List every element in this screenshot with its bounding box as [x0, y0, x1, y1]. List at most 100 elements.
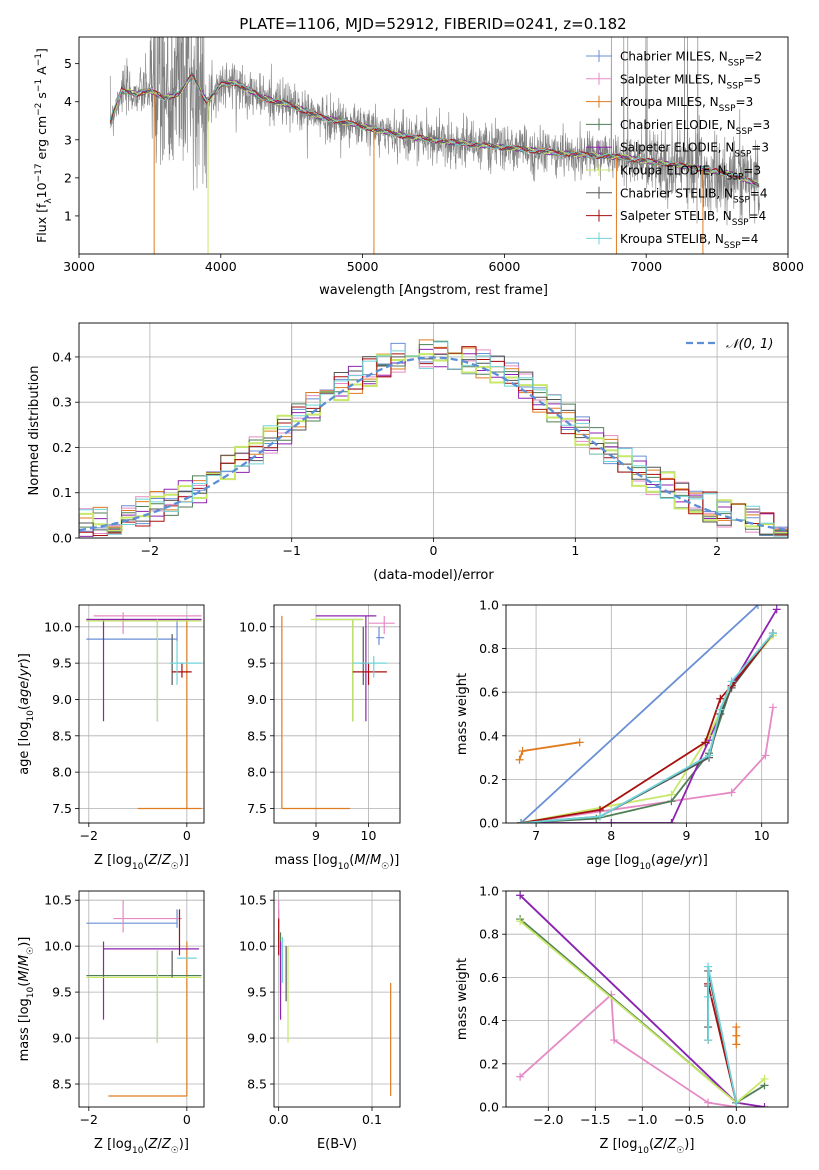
series-marker [716, 694, 725, 703]
series-line [520, 632, 774, 823]
series-lines [515, 605, 781, 823]
series-marker [704, 992, 713, 1001]
label-part: Z [666, 1137, 677, 1152]
mass_vs_z-panel: −2 08.59.09.510.010.5Z [log10(Z/Z☉)]mass … [17, 890, 205, 1156]
y-tick-label: 0.4 [479, 1013, 499, 1028]
series-marker [518, 747, 527, 756]
x-tick-label: 10 [361, 828, 377, 843]
x-tick-label: −2 [80, 828, 98, 843]
errorbar-point [93, 612, 202, 635]
label-part: A [34, 66, 49, 79]
label-part: yr [17, 662, 32, 678]
y-tick-label: 0.8 [479, 927, 499, 942]
errorbar-point [86, 619, 178, 642]
label-part: SSP [736, 127, 753, 137]
series-line [520, 634, 774, 823]
y-tick-label: 10.5 [44, 893, 72, 908]
series [517, 629, 777, 823]
label-part: 10 [637, 1146, 649, 1156]
label-part: )] [684, 1137, 694, 1152]
series [517, 629, 777, 823]
x-axis-label: Z [log10(Z/Z☉)] [600, 1137, 695, 1156]
label-part: 10 [338, 862, 350, 872]
x-tick-label: −2 [80, 1112, 98, 1127]
legend-label: Kroupa ELODIE, NSSP=3 [620, 164, 761, 183]
label-part: ( [651, 853, 656, 868]
residuals-panel: −2 −1 0 1 2 0.0 0.1 0.2 0.3 0.4 (data-model)/error… [27, 322, 789, 583]
series-marker [760, 1103, 769, 1107]
label-part: / [157, 853, 162, 868]
x-tick-label: 7 [532, 828, 540, 843]
y-tick-label: 8.5 [247, 1077, 267, 1092]
x-tick-label: 8000 [772, 259, 804, 274]
x-tick-label: 0 [430, 543, 438, 558]
label-part: )] [17, 937, 32, 947]
errorbar-point [86, 618, 202, 722]
x-tick-label: 0.1 [362, 1112, 382, 1127]
series-line [520, 707, 774, 823]
series [517, 631, 777, 823]
y-tick-label: 10.0 [44, 939, 72, 954]
series-marker [768, 629, 777, 638]
series-line [518, 741, 580, 761]
spectrum-lines [109, 37, 760, 254]
mass_vs_ebv-panel: 0.0 0.1 8.5 9.0 9.5 10.0 10.5 E(B-V) [239, 890, 401, 1152]
y-tick-label: 9.0 [247, 1031, 267, 1046]
series-marker [575, 738, 584, 747]
y-tick-label: 10.0 [44, 619, 72, 634]
y-axis-label: mass weight [455, 673, 470, 755]
label-part: 10 [34, 182, 49, 198]
axes-frame [78, 890, 205, 1108]
label-part: Chabrier STELIB, N [620, 186, 733, 200]
label-part: ( [143, 1137, 148, 1152]
label-part: λ [44, 198, 54, 204]
label-part: ☉ [676, 1146, 684, 1156]
x-tick-label: 5000 [347, 259, 379, 274]
y-tick-label: 10.5 [239, 893, 267, 908]
y-tick-label: 1.0 [479, 598, 499, 613]
series-marker [517, 819, 526, 823]
y-tick-label: 8.0 [247, 765, 267, 780]
label-part: Z [log [94, 853, 132, 868]
errorbar-point [108, 941, 188, 1097]
x-tick-label: 2 [713, 543, 721, 558]
series-marker [701, 738, 710, 747]
label-part: =3 [752, 118, 770, 132]
label-part: SSP [719, 104, 736, 114]
label-part: age [656, 853, 680, 868]
x-tick-label: 8 [607, 828, 615, 843]
y-tick-label: 9.5 [247, 985, 267, 1000]
errorbar-point [86, 950, 202, 1043]
label-part: ☉ [381, 862, 389, 872]
label-part: Z [161, 1137, 172, 1152]
label-part: / [366, 853, 371, 868]
y-tick-label: 0.0 [52, 531, 72, 546]
label-part: =4 [741, 232, 759, 246]
label-part: ] [34, 48, 49, 53]
label-part: age [log [17, 722, 32, 775]
x-tick-label: −1.0 [627, 1112, 657, 1127]
series-marker [732, 1031, 741, 1040]
gaussian-curve [79, 356, 786, 532]
series-line [707, 966, 738, 1103]
y-tick-label: 0.0 [479, 816, 499, 831]
label-part: )] [17, 653, 32, 663]
figure-title: PLATE=1106, MJD=52912, FIBERID=0241, z=0… [239, 15, 626, 33]
label-part: 10 [26, 710, 36, 722]
y-axis-label: age [log10(age/yr)] [17, 653, 36, 775]
y-tick-label: 0.8 [479, 641, 499, 656]
series-marker [667, 819, 676, 823]
label-part: Flux [f [34, 203, 49, 243]
y-tick-label: 0.1 [52, 485, 72, 500]
errorbar-point [352, 655, 387, 678]
label-part: M [17, 970, 32, 981]
label-part: SSP [727, 81, 744, 91]
model-spectrum-line [109, 75, 760, 188]
label-part: / [17, 676, 32, 681]
label-part: ☉ [171, 862, 179, 872]
model-spectrum-line [109, 74, 760, 185]
y-tick-label: 0.3 [52, 395, 72, 410]
y-tick-label: 0.0 [479, 1100, 499, 1115]
x-tick-label: −2 [141, 543, 159, 558]
series [517, 629, 777, 823]
